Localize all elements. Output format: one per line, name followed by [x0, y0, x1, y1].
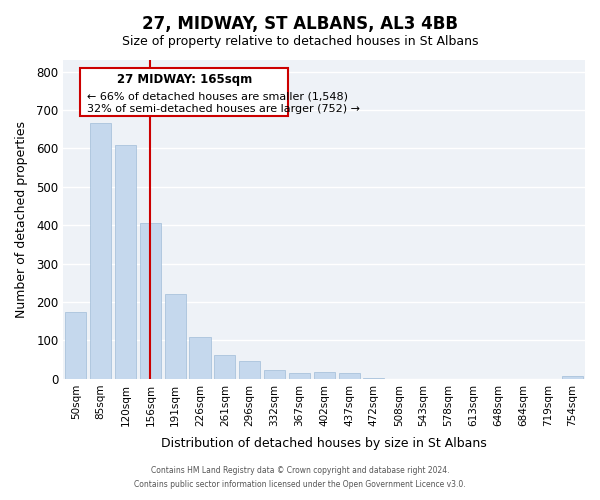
Bar [562, 376, 583, 379]
Bar [214, 355, 235, 379]
Bar [289, 373, 310, 379]
Bar [190, 336, 211, 379]
Bar [115, 144, 136, 379]
Bar [65, 312, 86, 379]
Bar [338, 373, 359, 379]
Text: Size of property relative to detached houses in St Albans: Size of property relative to detached ho… [122, 35, 478, 48]
Bar [164, 294, 186, 379]
Text: Contains HM Land Registry data © Crown copyright and database right 2024.
Contai: Contains HM Land Registry data © Crown c… [134, 466, 466, 489]
Bar [140, 224, 161, 379]
Bar [239, 361, 260, 379]
Text: 32% of semi-detached houses are larger (752) →: 32% of semi-detached houses are larger (… [86, 104, 359, 114]
Bar [90, 124, 111, 379]
Bar [314, 372, 335, 379]
Text: 27, MIDWAY, ST ALBANS, AL3 4BB: 27, MIDWAY, ST ALBANS, AL3 4BB [142, 15, 458, 33]
Text: 27 MIDWAY: 165sqm: 27 MIDWAY: 165sqm [116, 73, 252, 86]
Y-axis label: Number of detached properties: Number of detached properties [15, 121, 28, 318]
Bar [80, 68, 288, 116]
X-axis label: Distribution of detached houses by size in St Albans: Distribution of detached houses by size … [161, 437, 487, 450]
Bar [264, 370, 285, 379]
Bar [364, 378, 385, 379]
Text: ← 66% of detached houses are smaller (1,548): ← 66% of detached houses are smaller (1,… [86, 92, 347, 102]
